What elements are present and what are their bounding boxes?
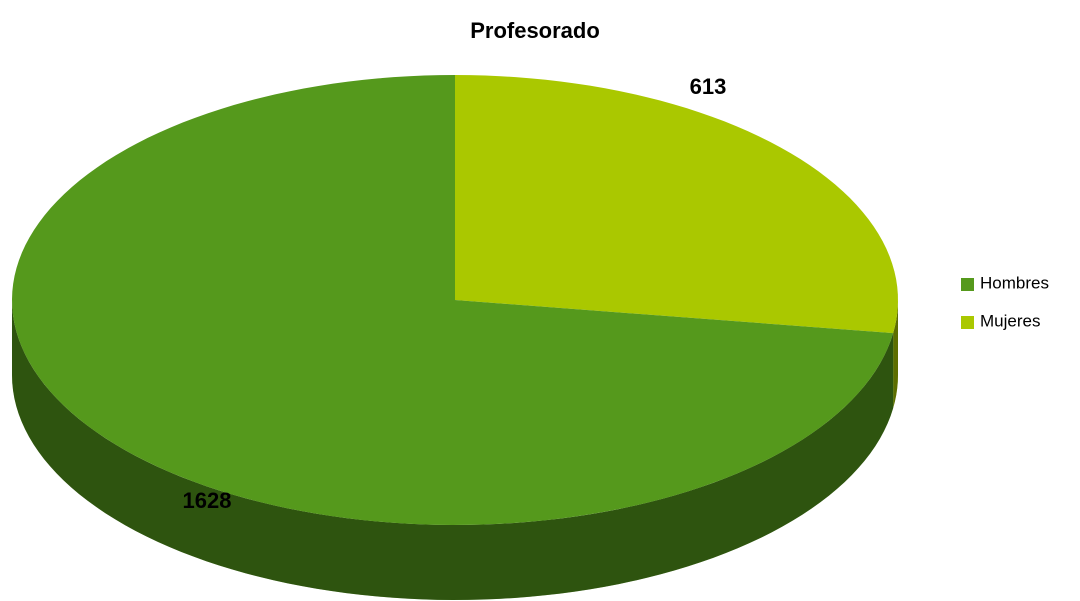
legend-swatch [961,316,974,329]
value-label: 1628 [183,488,232,513]
chart-title: Profesorado [470,18,600,43]
value-label: 613 [690,74,727,99]
slice [455,75,898,334]
slice [12,75,894,525]
slice-side-shade [12,300,894,600]
slice-side [893,300,898,409]
slice-side-shade [893,300,898,409]
legend-swatch [961,278,974,291]
legend-label: Hombres [980,273,1049,292]
slice-side [12,300,894,600]
legend-label: Mujeres [980,311,1040,330]
